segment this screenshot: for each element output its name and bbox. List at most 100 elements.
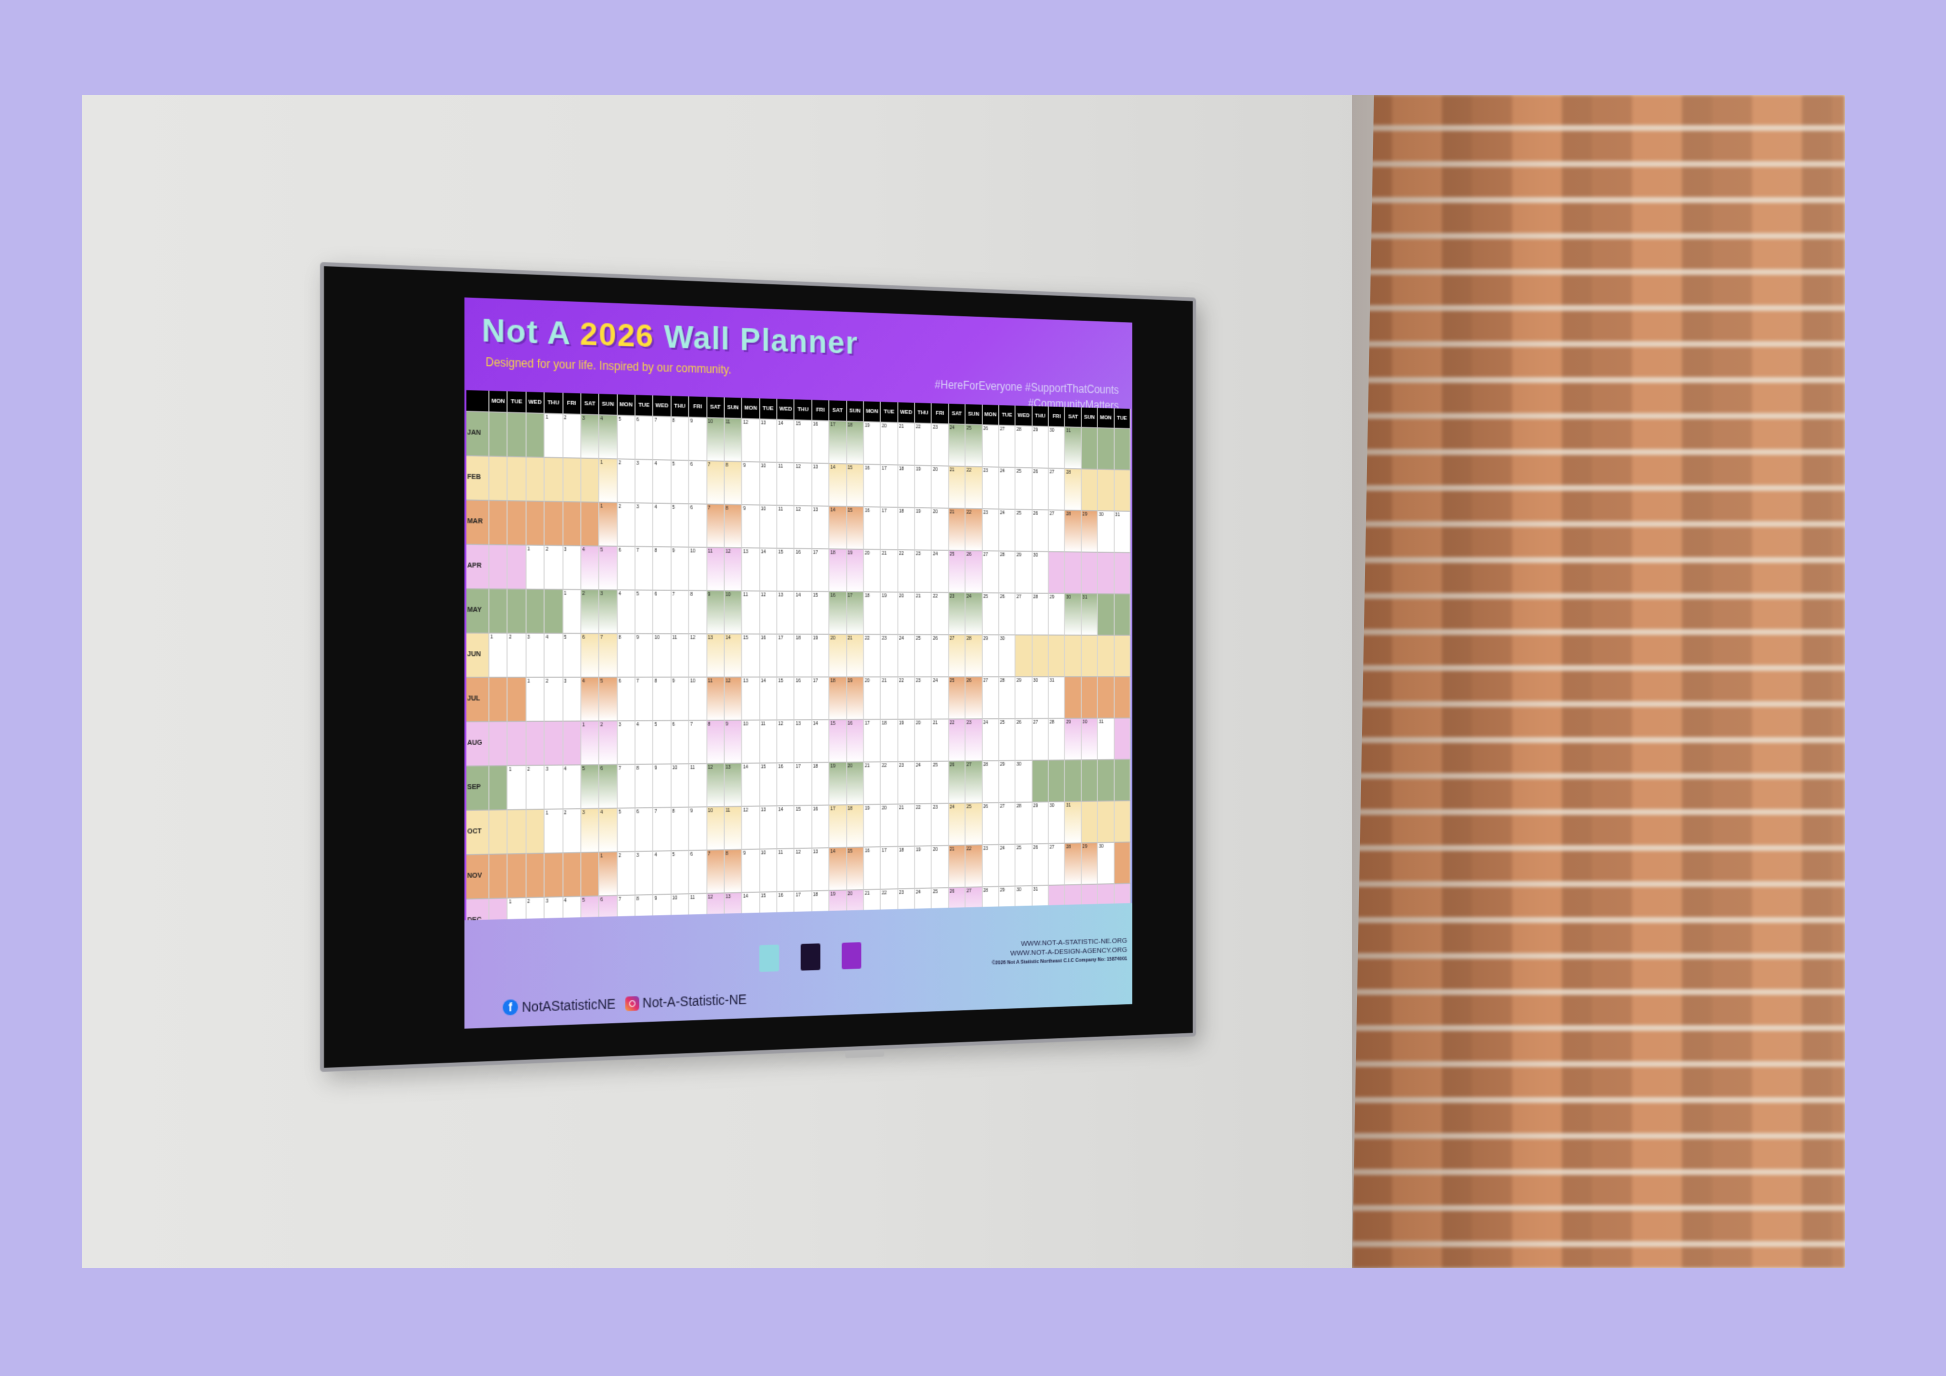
day-cell: 30: [1016, 761, 1033, 803]
day-cell: 2: [617, 459, 635, 503]
day-cell: 7: [635, 547, 653, 591]
day-cell: 13: [812, 848, 829, 891]
day-cell: 16: [864, 847, 881, 890]
day-cell: 29: [1016, 677, 1033, 719]
weekday-header: WED: [898, 402, 915, 423]
empty-day: [1114, 677, 1130, 718]
weekday-header: SAT: [949, 404, 966, 425]
day-cell: 20: [932, 846, 949, 889]
day-cell: 24: [999, 510, 1016, 552]
day-cell: 28: [1016, 803, 1033, 845]
weekday-header: THU: [795, 399, 812, 420]
empty-day: [1114, 553, 1130, 595]
day-cell: 1: [489, 634, 508, 678]
day-cell: 1: [581, 721, 599, 765]
day-cell: 1: [599, 459, 617, 503]
day-cell: 24: [898, 635, 915, 677]
day-cell: 17: [812, 677, 829, 720]
day-cell: 22: [966, 509, 983, 551]
month-label: JUN: [466, 633, 489, 677]
day-cell: 28: [1016, 426, 1033, 468]
day-cell: 26: [1016, 719, 1033, 761]
day-cell: 18: [898, 465, 915, 508]
day-cell: 19: [915, 508, 932, 551]
day-cell: 18: [795, 635, 812, 678]
calendar-grid: MON TUE WED THU FRI SAT SUN MON TUE WED THU FRI SAT S…: [466, 390, 1130, 944]
day-cell: 7: [635, 678, 653, 722]
day-cell: 27: [1049, 510, 1065, 552]
day-cell: 9: [742, 850, 760, 893]
day-cell: 7: [653, 417, 671, 461]
day-cell: 5: [581, 765, 599, 809]
empty-day: [563, 502, 581, 546]
weekday-header: MON: [982, 405, 999, 426]
day-cell: 6: [689, 851, 707, 895]
day-cell: 25: [982, 593, 999, 635]
day-cell: 7: [707, 461, 725, 505]
day-cell: 30: [1032, 677, 1049, 719]
day-cell: 13: [742, 548, 760, 591]
weekday-header: TUE: [508, 391, 526, 413]
day-cell: 13: [707, 634, 725, 677]
month-label: APR: [466, 545, 489, 590]
day-cell: 23: [982, 509, 999, 551]
empty-day: [1098, 677, 1114, 719]
empty-day: [545, 502, 563, 546]
day-cell: 27: [966, 761, 983, 803]
tv-display: Not A 2026 Wall Planner Designed for you…: [320, 262, 1196, 1072]
empty-day: [526, 854, 544, 898]
day-cell: 17: [881, 465, 898, 508]
day-cell: 4: [581, 546, 599, 590]
day-cell: 11: [689, 764, 707, 808]
day-cell: 5: [599, 678, 617, 722]
day-cell: 18: [898, 847, 915, 890]
empty-day: [1098, 594, 1114, 636]
day-cell: 12: [742, 419, 760, 462]
day-cell: 24: [932, 551, 949, 593]
day-cell: 31: [1065, 802, 1081, 844]
month-label: OCT: [466, 811, 489, 856]
day-cell: 29: [1082, 843, 1098, 885]
day-cell: 13: [725, 764, 743, 807]
day-cell: 27: [949, 635, 966, 677]
day-cell: 3: [635, 503, 653, 547]
month-label: SEP: [466, 766, 489, 811]
day-cell: 29: [1032, 802, 1049, 844]
day-cell: 21: [932, 719, 949, 761]
day-cell: 12: [777, 720, 794, 763]
month-label: AUG: [466, 722, 489, 766]
day-cell: 27: [1032, 719, 1049, 761]
empty-day: [489, 457, 508, 502]
empty-day: [545, 590, 563, 634]
day-cell: 8: [617, 634, 635, 678]
empty-day: [1082, 760, 1098, 802]
day-cell: 4: [581, 678, 599, 722]
day-cell: 6: [581, 634, 599, 678]
empty-day: [563, 722, 581, 766]
day-cell: 29: [1065, 719, 1081, 761]
day-cell: 5: [671, 504, 689, 548]
weekday-header: FRI: [563, 393, 581, 415]
day-cell: 1: [599, 503, 617, 547]
day-cell: 25: [932, 762, 949, 804]
day-cell: 21: [949, 509, 966, 551]
day-cell: 4: [653, 460, 671, 504]
empty-day: [1049, 635, 1065, 677]
day-cell: 24: [982, 719, 999, 761]
day-cell: 8: [653, 678, 671, 722]
day-cell: 29: [999, 761, 1016, 803]
day-cell: 20: [829, 635, 846, 678]
weekday-header: SUN: [725, 397, 743, 419]
empty-day: [1082, 802, 1098, 844]
day-cell: 28: [1065, 469, 1081, 511]
day-cell: 24: [949, 424, 966, 467]
day-cell: 1: [526, 546, 544, 590]
day-cell: 19: [864, 422, 881, 465]
day-cell: 6: [689, 461, 707, 505]
day-cell: 14: [777, 806, 794, 849]
day-cell: 31: [1082, 594, 1098, 636]
day-cell: 14: [829, 507, 846, 550]
day-cell: 17: [881, 847, 898, 890]
weekday-header: WED: [777, 399, 794, 420]
day-cell: 8: [671, 417, 689, 461]
